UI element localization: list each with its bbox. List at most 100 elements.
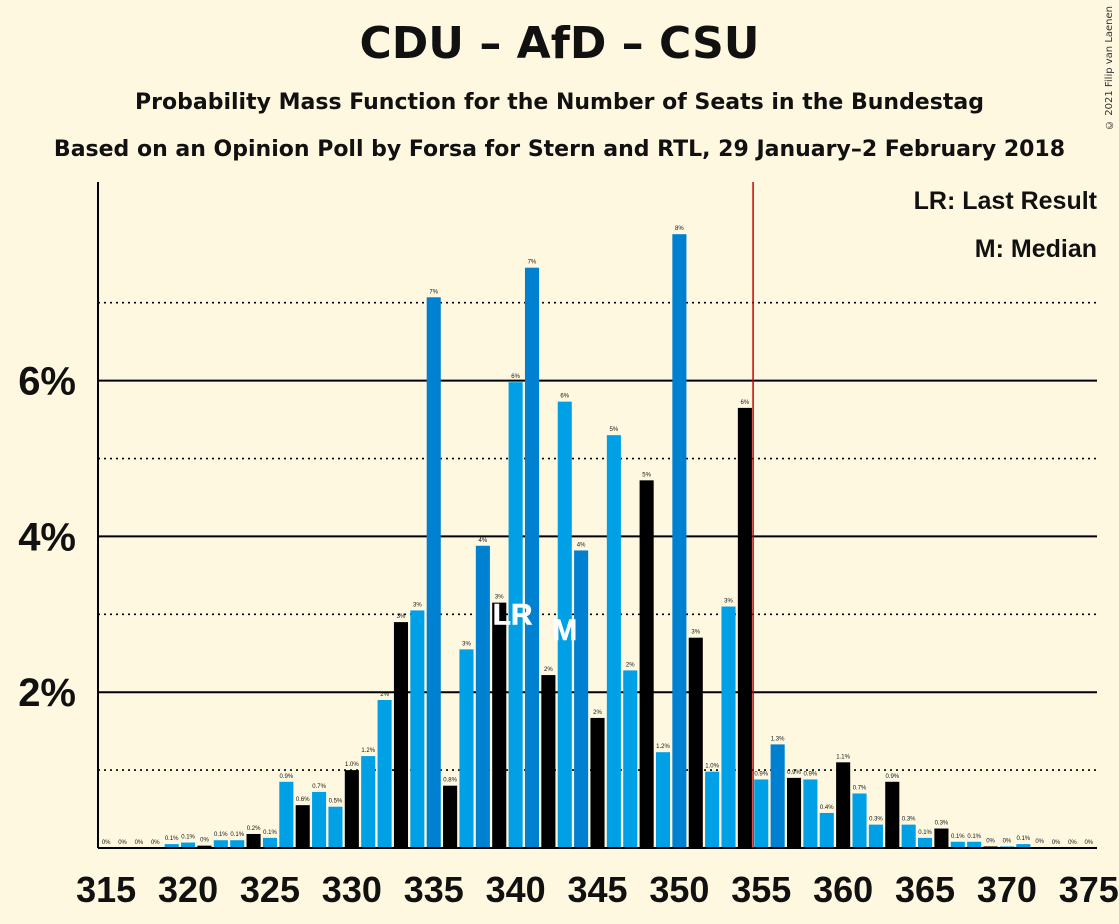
- data-label-371: 0.1%: [1016, 836, 1030, 842]
- data-label-339: 3%: [495, 595, 504, 601]
- data-label-319: 0.1%: [165, 836, 179, 842]
- bar-334: [410, 610, 425, 848]
- data-label-368: 0.1%: [967, 834, 981, 840]
- x-tick-label-325: 325: [240, 869, 300, 910]
- bar-359: [819, 812, 834, 848]
- data-label-336: 0.8%: [443, 778, 457, 784]
- data-label-344: 4%: [577, 542, 586, 548]
- data-label-329: 0.5%: [329, 799, 343, 805]
- bar-360: [836, 762, 851, 848]
- data-label-335: 7%: [429, 289, 438, 295]
- data-label-316: 0%: [118, 840, 127, 846]
- data-label-337: 3%: [462, 641, 471, 647]
- data-label-364: 0.3%: [902, 817, 916, 823]
- x-tick-label-345: 345: [567, 869, 627, 910]
- x-tick-label-360: 360: [813, 869, 873, 910]
- chart-subtitle: Probability Mass Function for the Number…: [135, 90, 984, 115]
- markers-group: LR M: [492, 182, 754, 848]
- data-label-321: 0%: [200, 838, 209, 844]
- data-label-357: 0.9%: [787, 770, 801, 776]
- bar-340: [508, 382, 523, 848]
- y-tick-label-4: 4%: [18, 515, 76, 559]
- bar-362: [868, 824, 883, 848]
- y-tick-label-6: 6%: [18, 360, 76, 404]
- legend: LR: Last Result M: Median: [914, 187, 1098, 263]
- data-label-352: 1.0%: [705, 764, 719, 770]
- bar-328: [312, 791, 327, 848]
- data-label-328: 0.7%: [312, 784, 326, 790]
- bar-332: [377, 700, 392, 848]
- data-label-374: 0%: [1068, 840, 1077, 846]
- data-label-327: 0.6%: [296, 797, 310, 803]
- data-label-345: 2%: [593, 710, 602, 716]
- data-label-342: 2%: [544, 667, 553, 673]
- bar-322: [213, 840, 228, 848]
- legend-last-result: LR: Last Result: [914, 187, 1098, 215]
- bar-321: [197, 845, 212, 848]
- bar-355: [754, 779, 769, 848]
- bar-333: [393, 622, 409, 848]
- bar-358: [803, 779, 818, 848]
- data-label-325: 0.1%: [263, 830, 277, 836]
- chart-source-line: Based on an Opinion Poll by Forsa for St…: [53, 137, 1066, 162]
- legend-median: M: Median: [975, 235, 1097, 263]
- bar-366: [934, 828, 949, 848]
- bar-331: [361, 756, 376, 848]
- bar-326: [279, 781, 294, 848]
- data-label-370: 0%: [1003, 838, 1012, 844]
- data-label-346: 5%: [610, 427, 619, 433]
- bar-345: [590, 717, 605, 848]
- bar-363: [885, 781, 900, 848]
- axes-group: 315 320 325 330 335 340 345 350 355 360 365 370 375: [76, 182, 1119, 910]
- bar-341: [524, 267, 540, 848]
- bar-320: [181, 842, 196, 848]
- x-tick-label-350: 350: [649, 869, 709, 910]
- bar-353: [721, 606, 736, 848]
- bars-group: [164, 234, 1047, 849]
- data-label-362: 0.3%: [869, 817, 883, 823]
- bar-344: [574, 550, 589, 848]
- bar-330: [344, 770, 359, 848]
- chart-title: CDU – AfD – CSU: [359, 18, 760, 69]
- data-label-356: 1.3%: [771, 736, 785, 742]
- bar-343: [557, 401, 572, 848]
- data-label-349: 1.2%: [656, 744, 670, 750]
- bar-352: [705, 771, 720, 848]
- data-label-323: 0.1%: [230, 832, 244, 838]
- bar-361: [852, 793, 867, 848]
- data-label-333: 3%: [397, 614, 406, 620]
- x-tick-label-365: 365: [895, 869, 955, 910]
- bar-339: [492, 602, 507, 848]
- data-label-366: 0.3%: [935, 821, 949, 827]
- data-label-354: 6%: [741, 400, 750, 406]
- grid-lines: 2% 4% 6%: [18, 301, 1097, 771]
- x-tick-label-320: 320: [158, 869, 218, 910]
- data-label-338: 4%: [479, 538, 488, 544]
- bar-348: [639, 480, 654, 848]
- bar-346: [606, 435, 621, 848]
- data-label-359: 0.4%: [820, 805, 834, 811]
- last-result-marker: LR: [493, 598, 533, 631]
- data-label-332: 2%: [380, 692, 389, 698]
- data-label-324: 0.2%: [247, 826, 261, 832]
- y-tick-label-2: 2%: [18, 671, 76, 715]
- x-tick-label-370: 370: [977, 869, 1037, 910]
- bar-351: [688, 637, 703, 848]
- data-label-367: 0.1%: [951, 834, 965, 840]
- data-label-355: 0.9%: [754, 771, 768, 777]
- bar-367: [950, 841, 965, 848]
- data-label-348: 5%: [642, 472, 651, 478]
- median-marker: M: [552, 614, 577, 647]
- data-label-358: 0.9%: [804, 771, 818, 777]
- data-label-330: 1.0%: [345, 762, 359, 768]
- data-label-340: 6%: [511, 374, 520, 380]
- bar-356: [770, 744, 785, 848]
- bar-337: [459, 649, 474, 848]
- bar-319: [164, 844, 179, 848]
- bar-335: [426, 297, 441, 849]
- data-label-341: 7%: [528, 260, 537, 266]
- data-label-315: 0%: [102, 840, 111, 846]
- bar-347: [623, 670, 638, 848]
- bar-329: [328, 806, 343, 848]
- data-label-334: 3%: [413, 602, 422, 608]
